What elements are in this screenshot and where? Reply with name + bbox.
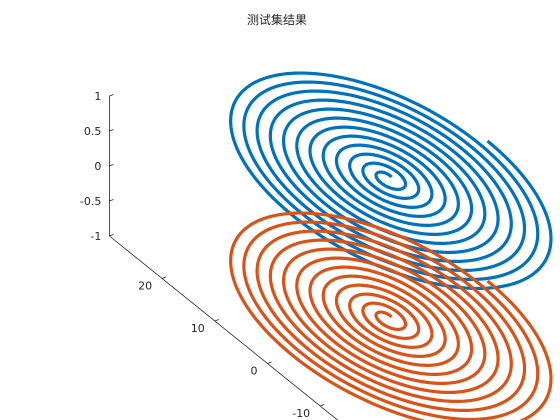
z-tick-mark (109, 164, 114, 167)
y-tick-label: 20 (138, 280, 152, 293)
y-tick-mark (214, 319, 219, 322)
z-tick-label: 0 (94, 160, 101, 173)
series-0-spiral (229, 71, 553, 291)
chart-title: 测试集结果 (247, 12, 307, 27)
z-tick-mark (109, 234, 114, 237)
y-tick-mark (267, 361, 272, 364)
z-tick-label: -0.5 (80, 195, 101, 208)
y-tick-label: 0 (251, 365, 258, 378)
y-tick-mark (320, 404, 325, 407)
z-tick-label: 1 (94, 90, 101, 103)
y-tick-mark (161, 276, 167, 279)
z-tick-mark (109, 129, 114, 132)
y-tick-label: -10 (292, 407, 310, 420)
z-tick-label: -1 (90, 230, 101, 243)
series-1-spiral (229, 211, 553, 420)
z-tick-mark (109, 199, 114, 202)
z-tick-mark (109, 94, 114, 97)
y-tick-label: 10 (191, 322, 205, 335)
series-layer (229, 71, 553, 420)
z-tick-label: 0.5 (84, 125, 102, 138)
ticks-group: -30-20-100102030-30-20-1001020-1-0.500.5… (80, 90, 325, 420)
